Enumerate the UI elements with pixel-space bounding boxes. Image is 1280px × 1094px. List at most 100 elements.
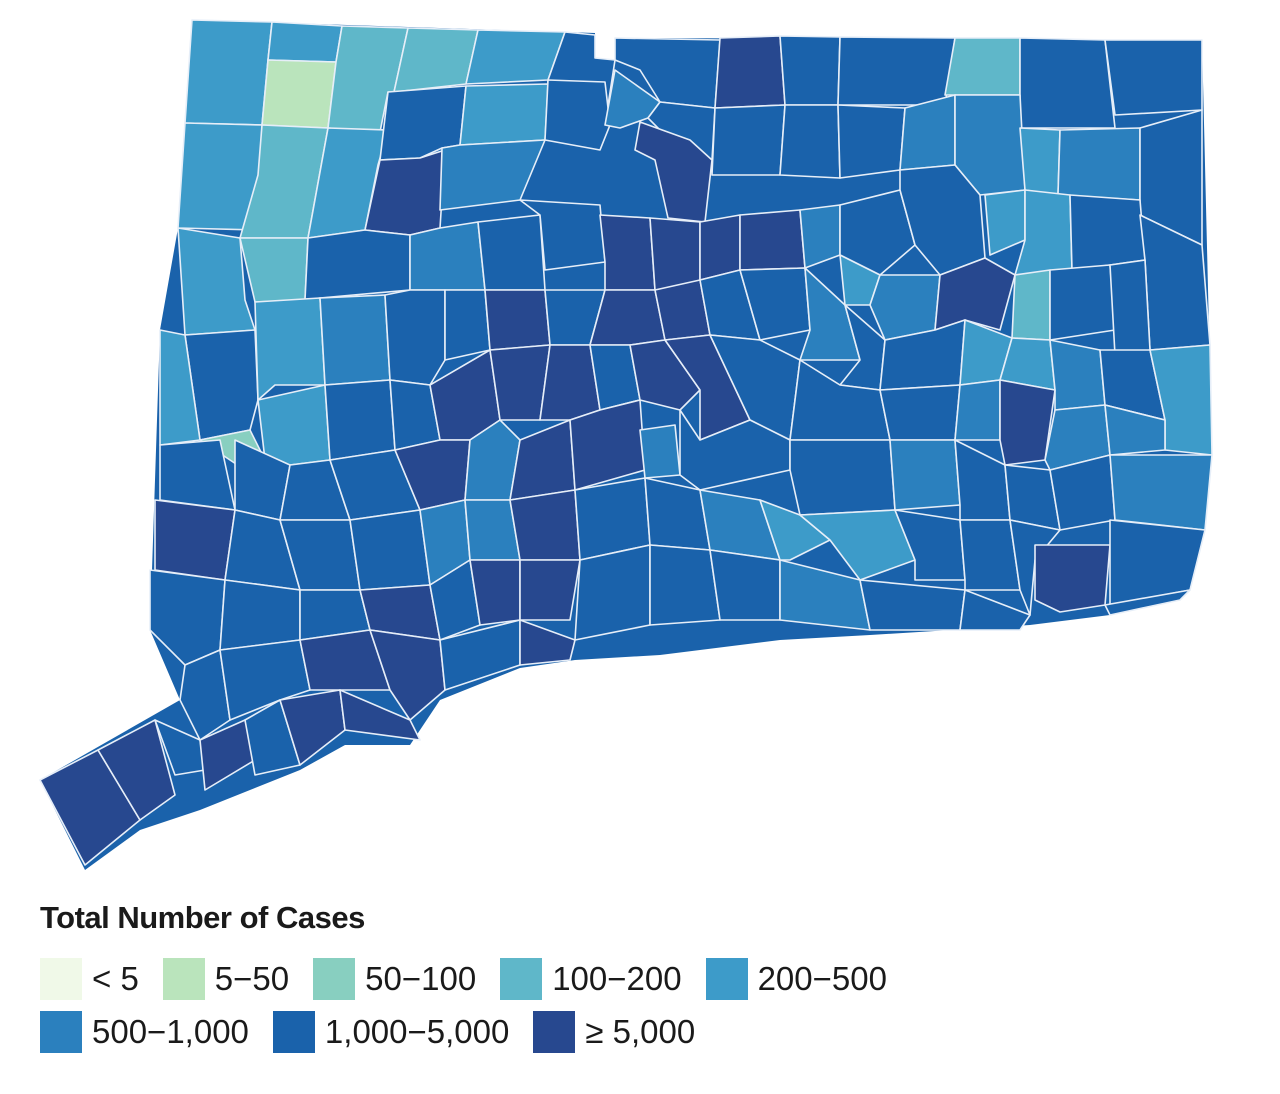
town-region <box>649 217 701 291</box>
town-region <box>1009 519 1061 616</box>
town-region <box>599 214 656 291</box>
legend-item-1000-5000: 1,000−5,000 <box>272 1011 510 1053</box>
town-region <box>944 37 1021 96</box>
town-region <box>519 619 576 666</box>
town-region <box>837 104 906 179</box>
choropleth-map <box>39 19 1213 870</box>
town-region <box>393 27 479 93</box>
town-region <box>1019 127 1061 196</box>
town-region <box>709 549 781 621</box>
town-region <box>484 289 551 351</box>
town-region <box>779 104 841 179</box>
town-region <box>954 379 1001 441</box>
legend-label: 5−50 <box>214 960 290 997</box>
legend-swatch <box>533 1011 576 1053</box>
legend-swatch <box>313 958 356 1000</box>
legend-item-5-50: 5−50 <box>162 958 290 1000</box>
town-region <box>699 214 741 281</box>
town-region <box>369 629 446 721</box>
town-region <box>634 121 713 223</box>
town-region <box>97 719 176 821</box>
town-region <box>319 294 391 386</box>
town-region <box>1104 39 1203 116</box>
town-region <box>339 689 421 741</box>
town-region <box>509 489 581 561</box>
town-region <box>477 214 546 291</box>
town-region <box>261 59 337 129</box>
legend-item-50-100: 50−100 <box>313 958 476 1000</box>
town-region <box>219 639 311 721</box>
town-region <box>839 189 916 276</box>
legend-item-gte5000: ≥ 5,000 <box>533 1011 695 1053</box>
town-region <box>349 509 431 591</box>
town-region <box>254 297 326 401</box>
town-region <box>1019 37 1116 129</box>
town-region <box>444 289 491 361</box>
town-region <box>1104 404 1166 456</box>
town-region <box>519 559 581 621</box>
town-region <box>1057 127 1141 201</box>
town-region <box>889 439 961 511</box>
town-region <box>219 579 301 651</box>
town-region <box>1034 544 1111 613</box>
town-region <box>959 519 1021 591</box>
town-region <box>869 274 941 341</box>
town-region <box>879 384 961 441</box>
legend-item-lt5: < 5 <box>40 958 139 1000</box>
town-region <box>177 227 256 336</box>
town-region <box>324 379 396 461</box>
town-region <box>711 104 786 176</box>
town-region <box>789 439 896 516</box>
town-region <box>1049 264 1116 341</box>
town-region <box>1109 454 1213 531</box>
town-region <box>1109 519 1206 606</box>
town-region <box>519 199 606 271</box>
legend-label: 200−500 <box>757 960 887 997</box>
town-region <box>1011 269 1051 341</box>
town-region <box>959 589 1031 631</box>
town-region <box>384 289 446 386</box>
town-region <box>154 499 236 581</box>
town-region <box>629 339 701 411</box>
town-region <box>184 19 273 126</box>
town-region <box>799 267 861 361</box>
legend-swatch <box>705 958 748 1000</box>
town-region <box>439 139 546 211</box>
town-region <box>459 83 549 146</box>
town-region <box>799 509 916 581</box>
town-region <box>739 209 806 271</box>
legend-label: 1,000−5,000 <box>324 1013 510 1050</box>
town-region <box>304 229 411 301</box>
town-region <box>1069 194 1146 271</box>
legend-swatch <box>40 1011 82 1053</box>
town-region <box>999 379 1056 466</box>
town-region <box>1049 339 1106 411</box>
town-region <box>639 424 681 479</box>
town-regions <box>39 19 1213 866</box>
town-region <box>714 35 786 109</box>
legend-item-500-1000: 500−1,000 <box>40 1011 249 1053</box>
legend-swatch <box>162 958 205 1000</box>
town-region <box>779 35 841 106</box>
town-region <box>267 21 343 63</box>
legend-row-2: 500−1,000 1,000−5,000 ≥ 5,000 <box>40 1011 719 1053</box>
town-region <box>544 79 611 151</box>
town-region <box>1104 589 1191 616</box>
legend-row-1: < 5 5−50 50−100 100−200 200−500 <box>40 958 911 1000</box>
town-region <box>257 384 331 466</box>
legend-item-100-200: 100−200 <box>500 958 682 1000</box>
legend-label: < 5 <box>92 960 139 997</box>
town-region <box>1109 259 1151 356</box>
legend-title: Total Number of Cases <box>40 900 365 935</box>
town-region <box>604 69 661 129</box>
legend-label: 100−200 <box>552 960 682 997</box>
town-region <box>179 649 231 741</box>
legend-swatch <box>500 958 543 1000</box>
town-region <box>759 499 831 561</box>
town-region <box>649 544 721 626</box>
town-region <box>409 221 486 291</box>
town-region <box>894 509 966 581</box>
legend-swatch <box>40 958 82 1000</box>
legend-label: 500−1,000 <box>92 1013 249 1050</box>
town-region <box>574 544 651 641</box>
